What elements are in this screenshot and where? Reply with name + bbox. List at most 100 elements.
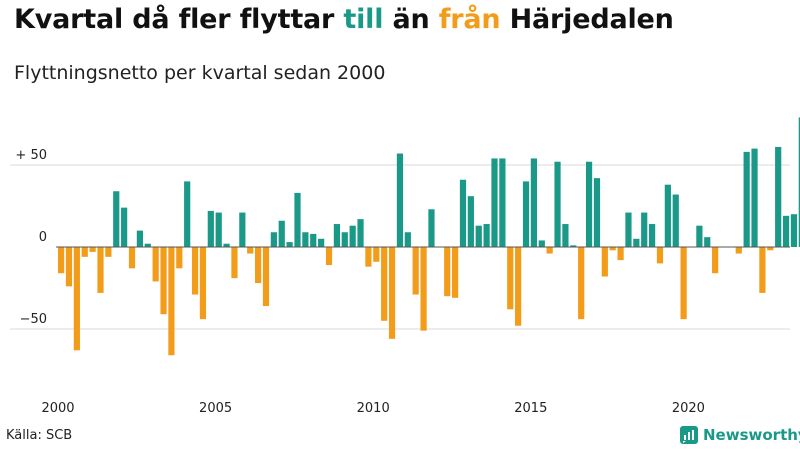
bar bbox=[286, 242, 293, 247]
bar bbox=[641, 212, 648, 247]
chart-title: Kvartal då fler flyttar till än från Här… bbox=[14, 4, 674, 35]
bar bbox=[278, 220, 285, 247]
bar bbox=[113, 191, 120, 247]
bar bbox=[73, 247, 80, 351]
bar bbox=[546, 247, 553, 254]
bar bbox=[601, 247, 608, 277]
bar bbox=[81, 247, 88, 257]
bar bbox=[664, 184, 671, 247]
bar bbox=[207, 210, 214, 247]
bar bbox=[105, 247, 112, 257]
bar bbox=[357, 219, 364, 247]
bar bbox=[751, 148, 758, 247]
bar bbox=[294, 192, 301, 247]
bar bbox=[404, 232, 411, 247]
bar bbox=[121, 207, 128, 247]
bar bbox=[223, 243, 230, 247]
bar bbox=[333, 224, 340, 247]
bar bbox=[775, 146, 782, 247]
bar bbox=[128, 247, 136, 269]
bar bbox=[381, 247, 388, 321]
bar bbox=[467, 196, 474, 247]
bar bbox=[396, 153, 404, 247]
bar bbox=[743, 151, 750, 247]
bar bbox=[680, 247, 687, 320]
bar bbox=[247, 247, 254, 254]
bar bbox=[215, 212, 222, 247]
bar bbox=[538, 240, 545, 247]
bar bbox=[735, 247, 742, 254]
newsworthy-logo-icon bbox=[680, 426, 698, 444]
bar bbox=[373, 247, 380, 262]
y-tick-label: 0 bbox=[39, 230, 47, 245]
x-tick-label: 2020 bbox=[672, 401, 705, 416]
bar bbox=[160, 247, 167, 315]
bar bbox=[176, 247, 183, 269]
bar bbox=[255, 247, 262, 284]
bar bbox=[593, 178, 601, 247]
y-tick-label: −50 bbox=[20, 312, 47, 327]
bar bbox=[365, 247, 372, 267]
bar bbox=[58, 247, 65, 274]
bar bbox=[65, 247, 73, 287]
title-part-3: Härjedalen bbox=[500, 4, 674, 35]
bar bbox=[428, 209, 435, 247]
bar bbox=[515, 247, 522, 326]
bar bbox=[262, 247, 270, 307]
bar bbox=[444, 247, 451, 297]
bar bbox=[554, 161, 561, 247]
bar bbox=[562, 224, 569, 247]
title-part-1: Kvartal då fler flyttar bbox=[14, 4, 344, 35]
bar bbox=[696, 225, 703, 247]
bar bbox=[633, 238, 640, 247]
bar bbox=[97, 247, 104, 293]
x-tick-label: 2015 bbox=[514, 401, 547, 416]
bar bbox=[499, 158, 506, 247]
bar bbox=[578, 247, 585, 320]
bar bbox=[388, 247, 396, 339]
bar bbox=[239, 212, 246, 247]
bar bbox=[759, 247, 766, 293]
bar bbox=[609, 247, 616, 251]
bar bbox=[790, 214, 798, 247]
bar bbox=[570, 245, 577, 247]
title-highlight-in: till bbox=[343, 4, 384, 35]
bar bbox=[656, 247, 664, 264]
bar bbox=[798, 117, 800, 247]
bar bbox=[782, 215, 790, 247]
bar bbox=[89, 247, 96, 252]
bar bbox=[459, 179, 467, 247]
bar bbox=[136, 230, 143, 247]
bar bbox=[231, 247, 238, 279]
bar bbox=[491, 158, 498, 247]
title-part-2: än bbox=[383, 4, 439, 35]
bar bbox=[270, 232, 277, 247]
bar bbox=[152, 247, 159, 282]
bar bbox=[302, 232, 309, 247]
bar bbox=[341, 232, 348, 247]
bar bbox=[530, 158, 537, 247]
bar bbox=[452, 247, 459, 298]
bar bbox=[585, 161, 593, 247]
bar bbox=[522, 181, 530, 247]
brand-name: Newsworthy bbox=[703, 426, 800, 444]
bar bbox=[349, 225, 356, 247]
x-tick-label: 2005 bbox=[199, 401, 232, 416]
title-highlight-out: från bbox=[438, 4, 501, 35]
bar bbox=[325, 247, 333, 266]
x-tick-label: 2000 bbox=[41, 401, 74, 416]
source-note: Källa: SCB bbox=[6, 428, 73, 443]
bar bbox=[191, 247, 199, 295]
x-tick-label: 2010 bbox=[357, 401, 390, 416]
bar bbox=[704, 237, 711, 247]
bar bbox=[144, 243, 151, 247]
newsworthy-brand[interactable]: Newsworthy bbox=[680, 426, 800, 444]
bar bbox=[199, 247, 207, 320]
bar bbox=[318, 238, 325, 247]
bar bbox=[184, 181, 191, 247]
bar bbox=[712, 247, 719, 274]
bar bbox=[475, 225, 482, 247]
bar bbox=[310, 233, 317, 247]
bar bbox=[617, 247, 624, 261]
